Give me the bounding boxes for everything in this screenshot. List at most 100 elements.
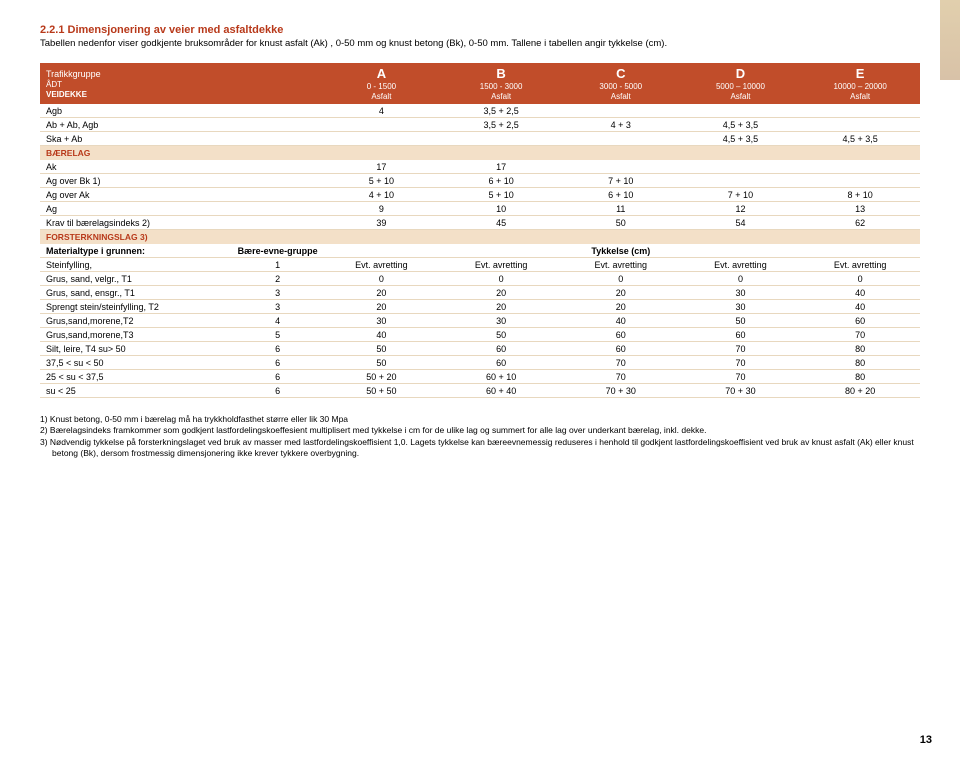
table-header-row: Trafikkgruppe ÅDT VEIDEKKE A0 - 1500Asfa… [40, 63, 920, 104]
cell: 50 [561, 216, 681, 230]
cell [322, 132, 442, 146]
table-row: Ag over Bk 1)5 + 106 + 107 + 10 [40, 174, 920, 188]
cell: Evt. avretting [561, 258, 681, 272]
header-adt: ÅDT [46, 80, 62, 89]
cell: 5 + 10 [441, 188, 561, 202]
decorative-strip [940, 0, 960, 80]
cell [800, 118, 920, 132]
cell: 0 [681, 272, 801, 286]
cell: 70 [561, 356, 681, 370]
footnotes: 1) Knust betong, 0-50 mm i bærelag må ha… [40, 414, 920, 460]
row-label: Ska + Ab [40, 132, 234, 146]
page-number: 13 [920, 734, 932, 746]
table-row: Ak1717 [40, 160, 920, 174]
cell: 60 [561, 328, 681, 342]
cell: 12 [681, 202, 801, 216]
row-label: Ak [40, 160, 234, 174]
table-row: Ag over Ak4 + 105 + 106 + 107 + 108 + 10 [40, 188, 920, 202]
cell: 45 [441, 216, 561, 230]
cell: 60 + 10 [441, 370, 561, 384]
col-E: E10000 – 20000Asfalt [800, 63, 920, 104]
cell: 40 [800, 286, 920, 300]
col-A: A0 - 1500Asfalt [322, 63, 442, 104]
table-row: su < 25650 + 5060 + 4070 + 3070 + 3080 +… [40, 384, 920, 398]
note-3: 3) Nødvendig tykkelse på forsterkningsla… [40, 437, 920, 460]
table-row: 37,5 < su < 5065060707080 [40, 356, 920, 370]
cell: 0 [441, 272, 561, 286]
row-label: Ag over Ak [40, 188, 234, 202]
row-group: 2 [234, 272, 322, 286]
table-row: Ska + Ab4,5 + 3,54,5 + 3,5 [40, 132, 920, 146]
forsterkningslag-header: FORSTERKNINGSLAG 3) [40, 230, 920, 245]
cell: 6 + 10 [561, 188, 681, 202]
mat-label: Materialtype i grunnen: [40, 244, 234, 258]
cell: 70 [681, 356, 801, 370]
cell: 5 + 10 [322, 174, 442, 188]
cell: 7 + 10 [561, 174, 681, 188]
row-group: 1 [234, 258, 322, 272]
table-row: Grus, sand, ensgr., T132020203040 [40, 286, 920, 300]
row-label: Silt, leire, T4 su> 50 [40, 342, 234, 356]
dimensioning-table: Trafikkgruppe ÅDT VEIDEKKE A0 - 1500Asfa… [40, 63, 920, 398]
cell: 80 [800, 342, 920, 356]
cell: 50 + 50 [322, 384, 442, 398]
row-label: Grus,sand,morene,T3 [40, 328, 234, 342]
mat-group-head: Bære-evne-gruppe [234, 244, 322, 258]
cell [800, 174, 920, 188]
cell: 30 [681, 286, 801, 300]
cell: 60 [681, 328, 801, 342]
cell [800, 104, 920, 118]
cell: 4,5 + 3,5 [800, 132, 920, 146]
cell [681, 104, 801, 118]
cell: Evt. avretting [441, 258, 561, 272]
table-row: Grus,sand,morene,T354050606070 [40, 328, 920, 342]
cell: 30 [681, 300, 801, 314]
cell: 9 [322, 202, 442, 216]
col-B: B1500 - 3000Asfalt [441, 63, 561, 104]
row-label: Ab + Ab, Agb [40, 118, 234, 132]
row-group: 6 [234, 384, 322, 398]
cell: 60 + 40 [441, 384, 561, 398]
row-group: 6 [234, 342, 322, 356]
note-2: 2) Bærelagsindeks framkommer som godkjen… [40, 425, 920, 436]
cell: 30 [441, 314, 561, 328]
table-row: Sprengt stein/steinfylling, T23202020304… [40, 300, 920, 314]
cell: 62 [800, 216, 920, 230]
row-group: 3 [234, 300, 322, 314]
table-row: Krav til bærelagsindeks 2)3945505462 [40, 216, 920, 230]
cell: 0 [322, 272, 442, 286]
header-traffic: Trafikkgruppe [46, 69, 101, 79]
cell [322, 118, 442, 132]
mat-thickness-head: Tykkelse (cm) [322, 244, 920, 258]
cell: 50 + 20 [322, 370, 442, 384]
row-label: Steinfylling, [40, 258, 234, 272]
table-row: Grus, sand, velgr., T1200000 [40, 272, 920, 286]
cell [681, 160, 801, 174]
cell: 80 [800, 370, 920, 384]
cell: Evt. avretting [681, 258, 801, 272]
cell: 70 [681, 342, 801, 356]
cell: 4 [322, 104, 442, 118]
cell: 4 + 3 [561, 118, 681, 132]
cell: 50 [322, 356, 442, 370]
row-group: 3 [234, 286, 322, 300]
cell: 17 [322, 160, 442, 174]
cell: 11 [561, 202, 681, 216]
col-C: C3000 - 5000Asfalt [561, 63, 681, 104]
table-row: Ag910111213 [40, 202, 920, 216]
table-row: Ab + Ab, Agb3,5 + 2,54 + 34,5 + 3,5 [40, 118, 920, 132]
cell [800, 160, 920, 174]
cell: 6 + 10 [441, 174, 561, 188]
cell: 39 [322, 216, 442, 230]
row-group: 4 [234, 314, 322, 328]
table-row: 25 < su < 37,5650 + 2060 + 10707080 [40, 370, 920, 384]
row-group: 5 [234, 328, 322, 342]
cell: 0 [800, 272, 920, 286]
cell: 20 [441, 300, 561, 314]
cell: 0 [561, 272, 681, 286]
cell: 70 [561, 370, 681, 384]
row-label: 37,5 < su < 50 [40, 356, 234, 370]
cell: 50 [441, 328, 561, 342]
cell [561, 132, 681, 146]
cell: 40 [322, 328, 442, 342]
